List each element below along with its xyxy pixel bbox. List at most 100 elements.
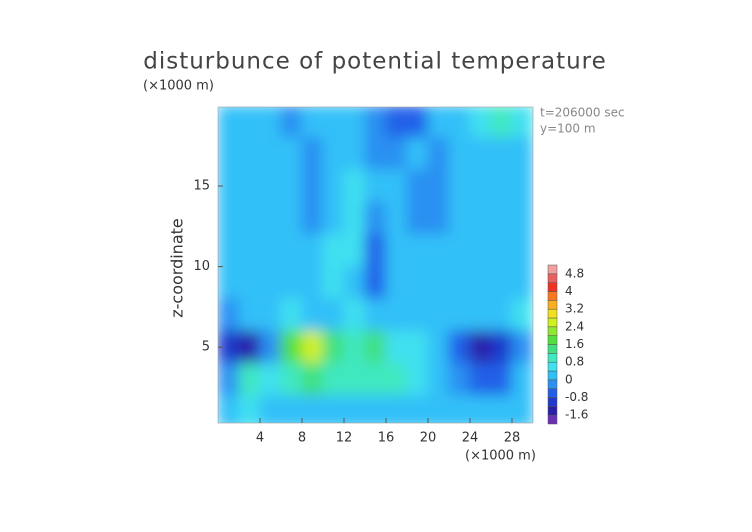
field-cell (322, 330, 345, 364)
field-cell (238, 201, 261, 235)
colorbar-box (547, 326, 558, 336)
field-cell (490, 298, 513, 332)
field-cell (238, 362, 261, 397)
field-cell (343, 362, 366, 397)
field-cell (511, 201, 533, 235)
field-cell (448, 330, 471, 364)
field-cell (490, 107, 513, 139)
field-cell (322, 201, 345, 235)
colorbar-box (547, 308, 558, 319)
field-cell (490, 330, 513, 364)
field-cell (218, 362, 240, 397)
field-cell (238, 298, 261, 332)
field-cell (511, 137, 533, 171)
x-tick-label: 12 (336, 431, 353, 446)
field-cell (364, 362, 387, 397)
field-cell (218, 137, 240, 171)
field-cell (343, 137, 366, 171)
field-cell (469, 395, 492, 423)
field-cell (301, 395, 324, 423)
field-cell (385, 169, 408, 203)
field-cell (406, 137, 429, 171)
field-cell (343, 298, 366, 332)
field-cells (218, 107, 533, 423)
colorbar-tick-label: 4.8 (565, 266, 584, 280)
field-cell (218, 169, 240, 203)
field-cell (301, 137, 324, 171)
field-cell (406, 395, 429, 423)
field-cell (343, 266, 366, 300)
field-cell (280, 137, 303, 171)
field-cell (427, 233, 450, 268)
field-cell (218, 201, 240, 235)
y-unit: (×1000 m) (143, 79, 214, 94)
field-cell (322, 298, 345, 332)
field-cell (448, 266, 471, 300)
field-cell (511, 330, 533, 364)
field-cell (280, 107, 303, 139)
field-cell (406, 169, 429, 203)
field-cell (364, 201, 387, 235)
field-cell (427, 107, 450, 139)
field-cell (343, 233, 366, 268)
field-cell (511, 362, 533, 397)
field-cell (385, 137, 408, 171)
colorbar-box (547, 388, 558, 398)
field-cell (469, 330, 492, 364)
colorbar-tick-label: -1.6 (565, 408, 588, 422)
field-cell (259, 233, 282, 268)
field-cell (259, 266, 282, 300)
field-cell (427, 169, 450, 203)
field-cell (238, 395, 261, 423)
field-cell (322, 395, 345, 423)
field-cell (218, 233, 240, 268)
field-cell (301, 298, 324, 332)
field-cell (469, 137, 492, 171)
field-cell (385, 362, 408, 397)
field-cell (364, 298, 387, 332)
field-cell (490, 266, 513, 300)
field-cell (427, 266, 450, 300)
field-cell (238, 137, 261, 171)
field-cell (448, 362, 471, 397)
field-cell (364, 107, 387, 139)
field-cell (259, 201, 282, 235)
field-cell (385, 201, 408, 235)
field-cell (280, 233, 303, 268)
field-cell (301, 330, 324, 364)
field-cell (490, 137, 513, 171)
colorbar-box (547, 335, 558, 345)
field-cell (511, 266, 533, 300)
plot-frame (217, 106, 534, 424)
field-cell (511, 298, 533, 332)
y-tick-label: 15 (193, 179, 210, 194)
field-cell (469, 201, 492, 235)
field-cell (259, 395, 282, 423)
field-cell (343, 169, 366, 203)
field-cell (448, 137, 471, 171)
field-cell (364, 330, 387, 364)
annotation: y=100 m (540, 122, 596, 136)
field-cell (280, 201, 303, 235)
field-cell (490, 169, 513, 203)
field-cell (322, 266, 345, 300)
field-cell (469, 233, 492, 268)
field-cell (406, 298, 429, 332)
field-cell (469, 169, 492, 203)
colorbar-tick-label: 0.8 (565, 355, 584, 369)
y-tick-label: 10 (193, 259, 210, 274)
x-tick-label: 16 (378, 431, 395, 446)
colorbar-tick-label: 1.6 (565, 337, 584, 351)
field-cell (406, 266, 429, 300)
field-cell (511, 107, 533, 139)
field-cell (280, 298, 303, 332)
field-cell (406, 107, 429, 139)
field-cell (427, 330, 450, 364)
field-cell (343, 201, 366, 235)
colorbar-box (547, 300, 558, 310)
field-cell (469, 266, 492, 300)
field-cell (406, 330, 429, 364)
field-cell (301, 107, 324, 139)
field-cell (280, 169, 303, 203)
field-cell (238, 107, 261, 139)
